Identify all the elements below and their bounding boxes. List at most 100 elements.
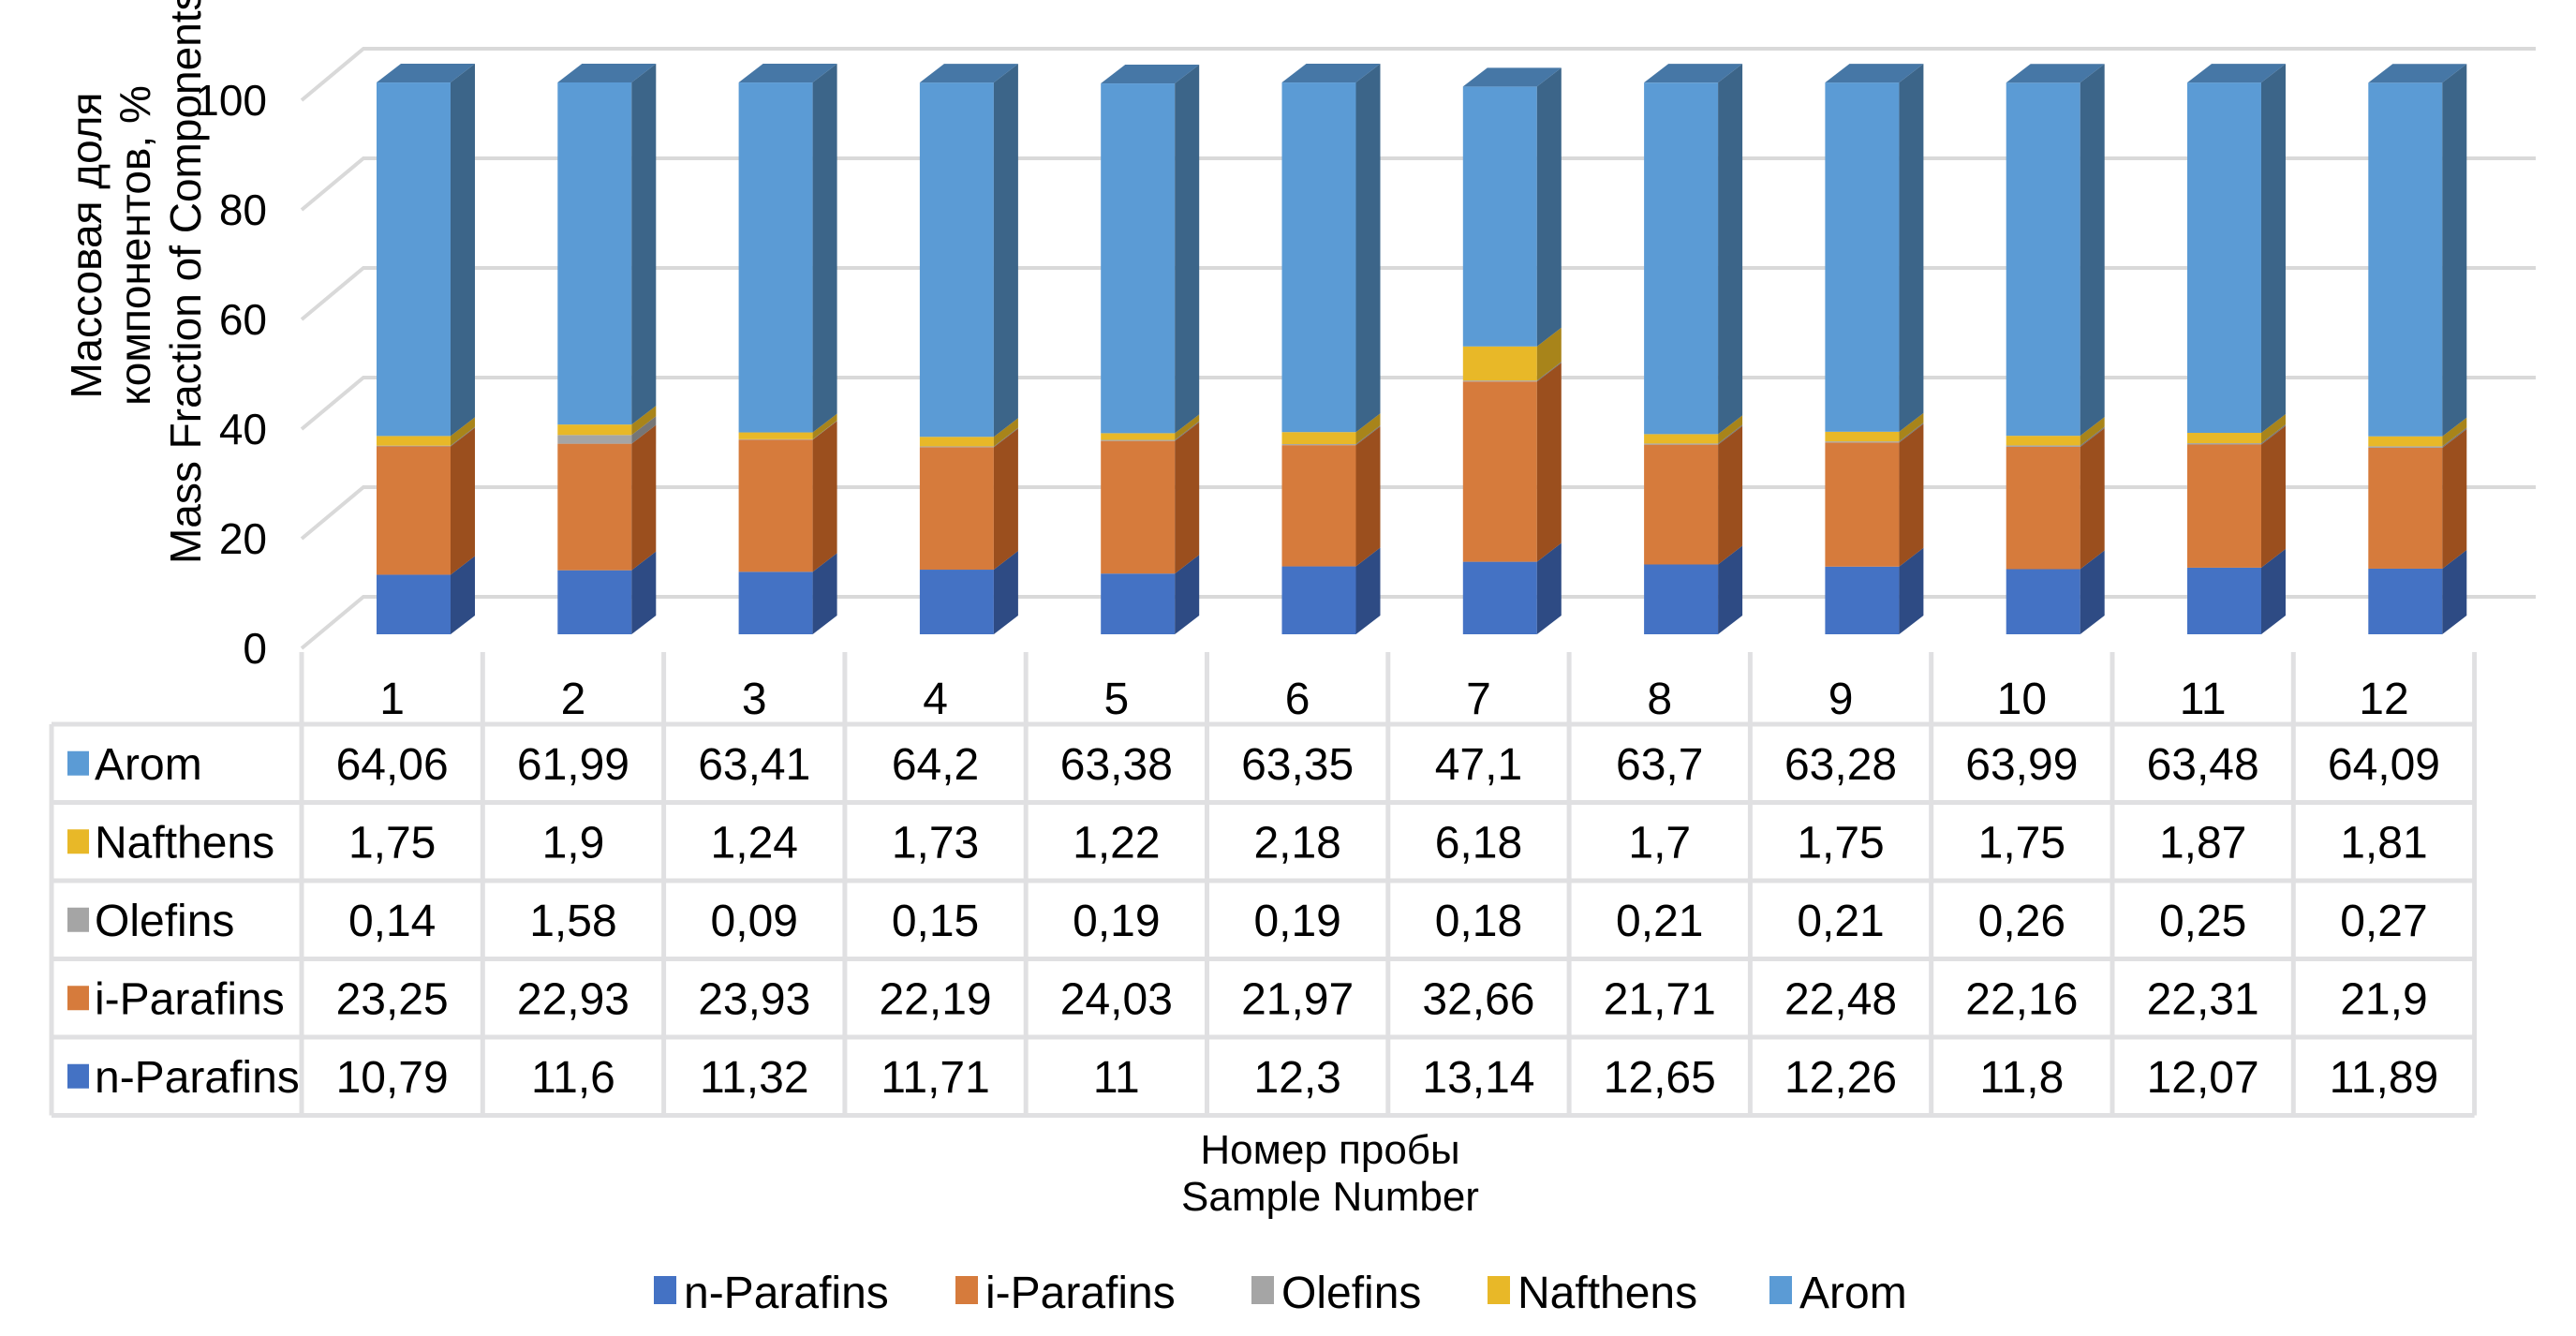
table-cell: 22,16 [1965,974,2078,1024]
bar-side-face [1536,362,1562,382]
bar-front-face [1644,82,1719,435]
table-cell: 22,93 [517,974,629,1024]
bar-front-face [919,570,994,634]
table-cell: 1,7 [1628,818,1691,868]
bar-stack-8 [1644,64,1743,634]
table-cell: 0,19 [1253,897,1340,946]
legend-swatch [1251,1276,1274,1304]
bar-front-face [2006,569,2080,634]
bar-side-face [1899,547,1924,634]
bar-side-face [993,428,1018,571]
bar-stack-6 [1281,64,1381,634]
legend-key-swatch [67,907,89,932]
bar-side-face [631,406,657,436]
bar-segment-arom [1101,65,1200,434]
bar-side-face [993,551,1018,634]
bar-side-face [1899,412,1924,442]
table-cell: 47,1 [1435,740,1522,790]
table-cell: 1,75 [348,818,436,868]
bar-top-face [1825,64,1924,83]
x-tick-label: 5 [1103,675,1129,724]
bar-front-face [1825,82,1900,432]
bar-segment-nafthens [1644,415,1743,444]
bar-front-face [919,447,994,571]
bar-side-face [631,64,657,425]
bar-front-face [2006,445,2080,447]
table-cell: 12,3 [1253,1053,1340,1103]
legend-key-swatch [67,1063,89,1089]
bar-front-face [1462,380,1537,382]
table-cell: 1,9 [542,818,605,868]
table-cell: 63,7 [1616,740,1703,790]
bar-side-face [2261,414,2286,444]
bar-front-face [1644,443,1719,445]
table-cell: 61,99 [517,740,629,790]
bar-side-face [451,426,475,447]
bar-segment-olefins [1825,423,1924,443]
x-tick-label: 10 [1997,675,2047,724]
legend-label: n-Parafins [684,1269,889,1318]
bar-side-face [451,417,475,446]
bar-segment-nafthens [1101,414,1200,440]
bar-segment-olefins [1462,362,1562,382]
table-cell: 0,15 [892,897,979,946]
bar-segment-i-parafins [1825,423,1924,567]
table-cell: 1,24 [711,818,798,868]
bar-side-face [1355,425,1381,446]
bar-segment-olefins [377,426,475,447]
bar-front-face [557,443,632,571]
bar-segment-n-parafins [1644,545,1743,634]
table-row-i-parafins: i-Parafins 23,25 22,93 23,93 22,19 24,03 21,97… [67,974,2428,1024]
bar-segment-i-parafins [2368,428,2467,569]
bar-front-face [377,436,451,446]
bar-stack-7 [1462,67,1562,634]
table-cell: 11,8 [1979,1053,2064,1103]
bar-segment-arom [1281,64,1381,433]
bar-side-face [1718,64,1743,435]
table-cell: 63,48 [2147,740,2259,790]
bar-front-face [557,435,632,444]
bar-segment-n-parafins [1825,547,1924,634]
table-cell: 23,93 [698,974,810,1024]
bar-segment-nafthens [377,417,475,446]
bar-front-face [738,432,813,439]
table-cell: 0,27 [2340,897,2427,946]
bar-segment-n-parafins [377,556,475,634]
bar-front-face [1825,442,1900,567]
bar-front-face [1101,439,1176,441]
bar-front-face [1281,444,1356,446]
table-cell: 10,79 [336,1053,449,1103]
bar-front-face [2368,436,2443,447]
bar-side-face [2080,426,2105,447]
legend-item-nafthens: Nafthens [1488,1269,1697,1318]
bar-front-face [1101,433,1176,440]
table-row-label: n-Parafins [95,1053,300,1103]
bar-front-face [919,437,994,447]
bar-segment-i-parafins [1644,425,1743,565]
table-cell: 22,19 [879,974,991,1024]
y-axis-ticks: 0 20 40 60 80 100 [195,76,267,673]
bar-stack-2 [557,64,657,634]
bar-top-face [377,64,475,83]
bar-stack-1 [377,64,475,634]
bar-front-face [2187,433,2261,444]
bar-segment-arom [1825,64,1924,432]
bar-side-face [2442,417,2467,447]
bar-side-face [2261,64,2286,434]
table-cell: 0,21 [1797,897,1884,946]
x-tick-label: 6 [1285,675,1310,724]
legend-swatch [955,1276,978,1304]
table-cell: 12,26 [1784,1053,1897,1103]
bar-front-face [738,438,813,440]
bar-side-face [451,427,475,575]
x-tick-label: 7 [1466,675,1491,724]
bar-front-face [2006,446,2080,570]
bar-side-face [2442,64,2467,437]
bar-segment-n-parafins [1462,542,1562,634]
bar-front-face [2187,444,2261,568]
table-row-n-parafins: n-Parafins 10,79 11,6 11,32 11,71 11 12,3 13,14… [67,1053,2438,1103]
bar-front-face [1101,440,1176,574]
table-row-label: i-Parafins [95,974,285,1024]
bar-front-face [1281,432,1356,445]
bar-top-face [1644,64,1743,83]
